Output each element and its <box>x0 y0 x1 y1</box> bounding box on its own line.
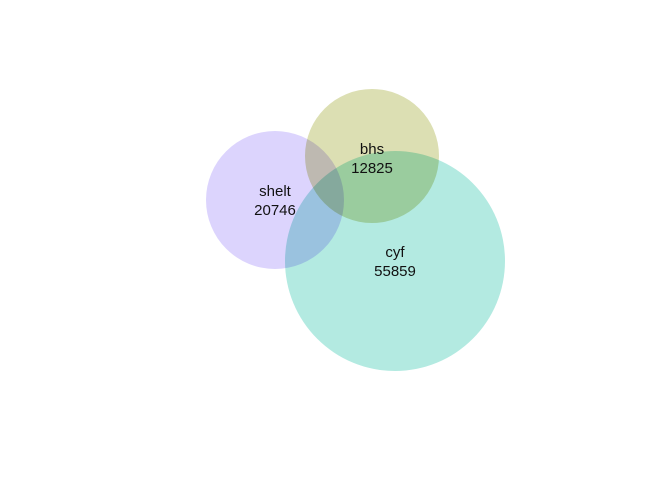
set-labels: shelt 20746 bhs 12825 cyf 55859 <box>254 141 416 280</box>
set-count-cyf: 55859 <box>374 263 416 280</box>
set-circle-shelt <box>206 131 344 269</box>
set-name-shelt: shelt <box>259 183 292 200</box>
set-name-bhs: bhs <box>360 141 384 158</box>
set-count-bhs: 12825 <box>351 160 393 177</box>
set-name-cyf: cyf <box>385 244 405 261</box>
set-circles <box>206 89 505 371</box>
set-count-shelt: 20746 <box>254 202 296 219</box>
